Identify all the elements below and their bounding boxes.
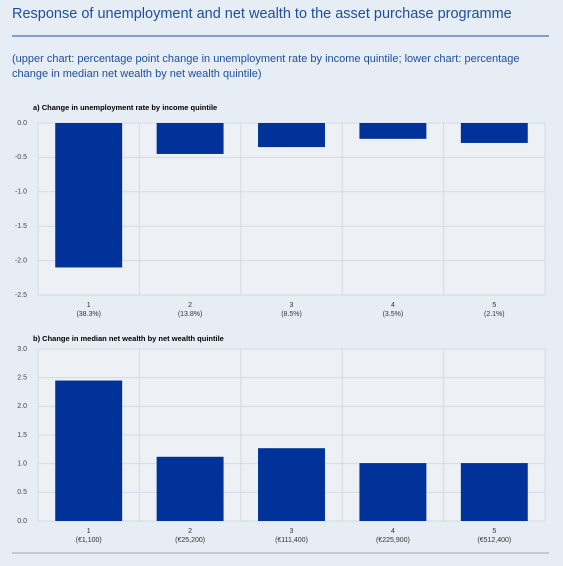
y-tick-label: -0.5: [15, 154, 27, 161]
bar: [258, 123, 325, 148]
y-tick-label: 1.5: [17, 432, 27, 439]
y-tick-label: 0.0: [17, 518, 27, 525]
y-tick-label: -1.5: [15, 223, 27, 230]
x-tick-note: (€1,100): [76, 537, 102, 544]
bar: [55, 380, 123, 521]
x-tick-label: 2: [188, 302, 192, 309]
x-tick-label: 2: [188, 528, 192, 535]
y-tick-label: 0.5: [17, 489, 27, 496]
y-tick-label: 2.0: [17, 403, 27, 410]
y-tick-label: 0.0: [17, 120, 27, 127]
bar: [55, 123, 123, 268]
x-tick-note: (€111,400): [275, 537, 308, 544]
page-subtitle: (upper chart: percentage point change in…: [12, 53, 520, 80]
plot-area: [37, 122, 546, 296]
bar: [156, 123, 224, 154]
x-tick-note: (2.1%): [484, 311, 505, 318]
bar: [359, 463, 427, 521]
bar: [359, 123, 427, 139]
x-tick-note: (€225,900): [376, 537, 410, 544]
chart-title: b) Change in median net wealth by net we…: [33, 334, 224, 343]
x-tick-note: (€512,400): [477, 537, 511, 544]
x-tick-label: 5: [492, 528, 496, 535]
chart-title: a) Change in unemployment rate by income…: [33, 103, 217, 112]
x-tick-label: 1: [87, 528, 91, 535]
y-tick-label: 3.0: [17, 346, 27, 353]
bar: [460, 123, 528, 143]
x-tick-note: (3.5%): [383, 311, 404, 318]
y-tick-label: -2.0: [15, 257, 27, 264]
y-tick-label: 1.0: [17, 461, 27, 468]
bar: [156, 456, 224, 521]
subtitle-box: (upper chart: percentage point change in…: [12, 53, 520, 80]
y-tick-label: 2.5: [17, 375, 27, 382]
y-tick-label: -1.0: [15, 189, 27, 196]
x-tick-label: 3: [290, 528, 294, 535]
x-tick-note: (€25,200): [175, 537, 205, 544]
y-tick-label: -2.5: [15, 292, 27, 299]
bar: [258, 448, 325, 521]
bar: [460, 463, 528, 521]
x-tick-label: 1: [87, 302, 91, 309]
x-tick-note: (38.3%): [76, 311, 101, 318]
x-tick-label: 4: [391, 302, 395, 309]
x-tick-label: 5: [492, 302, 496, 309]
x-tick-note: (8.5%): [281, 311, 302, 318]
x-tick-label: 4: [391, 528, 395, 535]
page-title: Response of unemployment and net wealth …: [12, 6, 512, 22]
x-tick-note: (13.8%): [178, 311, 203, 318]
x-tick-label: 3: [290, 302, 294, 309]
